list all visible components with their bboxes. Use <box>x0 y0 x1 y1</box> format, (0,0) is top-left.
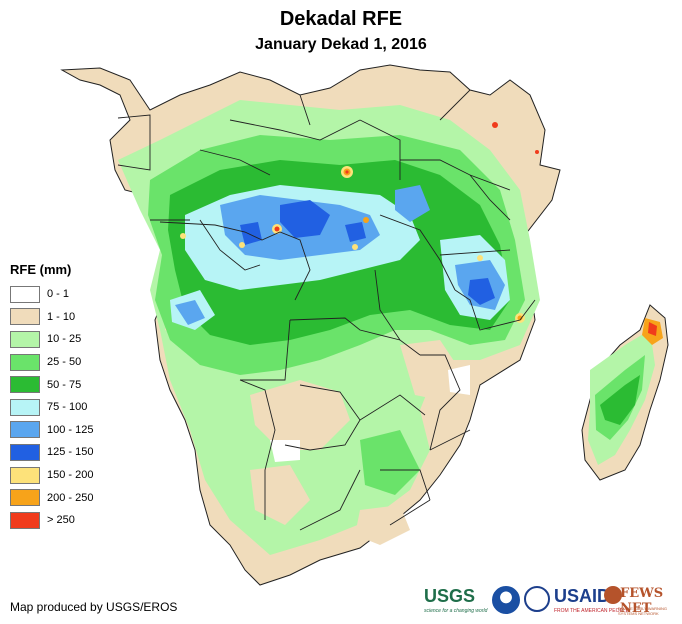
legend-swatch <box>10 376 40 394</box>
page-title: Dekadal RFE <box>279 8 403 30</box>
usgs-tagline: science for a changing world <box>424 608 488 614</box>
legend-item: 75 - 100 <box>10 396 93 419</box>
legend-swatch <box>10 308 40 326</box>
legend-label: 150 - 200 <box>47 469 94 482</box>
legend-label: > 250 <box>47 514 75 527</box>
legend-swatch <box>10 511 40 529</box>
usgs-logo: USGS <box>424 586 476 606</box>
page-subtitle: January Dekad 1, 2016 <box>255 36 427 53</box>
legend-swatch <box>10 489 40 507</box>
logo-strip: USGS science for a changing world USAID … <box>424 584 674 618</box>
legend-item: 150 - 200 <box>10 464 93 487</box>
legend-label: 0 - 1 <box>47 288 70 301</box>
rain-150-plus <box>180 122 663 345</box>
legend-label: 125 - 150 <box>47 446 94 459</box>
legend-item: 50 - 75 <box>10 373 93 396</box>
legend-item: 100 - 125 <box>10 419 93 442</box>
legend-item: 200 - 250 <box>10 486 93 509</box>
legend-swatch <box>10 398 40 416</box>
fews-logo: FEWS NET <box>620 586 664 616</box>
legend: RFE (mm) 0 - 1 1 - 10 10 - 25 25 - 50 50 - 7… <box>10 262 93 532</box>
legend-label: 100 - 125 <box>47 423 94 436</box>
legend-item: 0 - 1 <box>10 283 93 306</box>
legend-swatch <box>10 443 40 461</box>
legend-item: 25 - 50 <box>10 351 93 374</box>
usaid-logo: USAID <box>554 586 611 606</box>
rain-125-150 <box>240 200 495 305</box>
rain-0-1 <box>270 365 470 462</box>
usaid-seal-icon <box>524 586 550 612</box>
usaid-tagline: FROM THE AMERICAN PEOPLE <box>554 608 629 614</box>
legend-label: 50 - 75 <box>47 378 82 391</box>
legend-label: 25 - 50 <box>47 356 82 369</box>
country-borders <box>117 89 536 531</box>
legend-item: 10 - 25 <box>10 328 93 351</box>
legend-label: 10 - 25 <box>47 333 82 346</box>
fews-tagline: FAMINE EARLY WARNING SYSTEMS NETWORK <box>618 606 668 616</box>
legend-item: > 250 <box>10 509 93 532</box>
legend-swatch <box>10 285 40 303</box>
noaa-logo-icon <box>492 586 520 614</box>
legend-label: 75 - 100 <box>47 401 88 414</box>
legend-swatch <box>10 421 40 439</box>
legend-swatch <box>10 353 40 371</box>
legend-label: 200 - 250 <box>47 491 94 504</box>
legend-rows: 0 - 1 1 - 10 10 - 25 25 - 50 50 - 75 75 - 100… <box>10 283 93 532</box>
fews-seal-icon <box>604 586 622 604</box>
legend-swatch <box>10 466 40 484</box>
legend-item: 1 - 10 <box>10 306 93 329</box>
legend-swatch <box>10 330 40 348</box>
legend-title: RFE (mm) <box>10 262 72 277</box>
legend-item: 125 - 150 <box>10 441 93 464</box>
map-credit: Map produced by USGS/EROS <box>10 600 178 614</box>
legend-label: 1 - 10 <box>47 310 76 323</box>
